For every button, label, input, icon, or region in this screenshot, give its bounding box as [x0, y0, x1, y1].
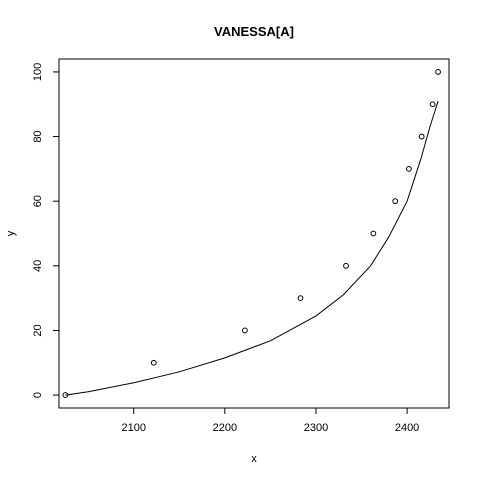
data-point — [241, 327, 248, 334]
data-point — [429, 101, 436, 108]
chart-title: VANESSA[A] — [214, 24, 294, 39]
y-tick-label: 80 — [32, 130, 44, 142]
data-point — [150, 359, 157, 366]
x-tick-label: 2400 — [395, 422, 419, 434]
y-tick-label: 0 — [32, 392, 44, 398]
y-axis-title: y — [5, 230, 17, 236]
x-tick-label: 2100 — [121, 422, 145, 434]
data-point — [392, 198, 399, 205]
data-point — [435, 69, 441, 75]
y-tick-label: 20 — [32, 324, 44, 336]
data-point — [418, 133, 425, 140]
x-tick-label: 2300 — [304, 422, 328, 434]
data-point — [370, 230, 377, 237]
fitted-curve — [65, 100, 439, 396]
x-axis: 2100 2200 2300 2400 — [121, 407, 419, 434]
x-axis-title: x — [251, 453, 257, 465]
data-point — [343, 262, 349, 269]
data-point — [297, 295, 304, 302]
data-point — [406, 165, 412, 172]
y-axis: 0 20 40 60 80 100 — [32, 63, 60, 398]
y-tick-label: 100 — [32, 63, 44, 81]
series-layer — [62, 69, 441, 398]
y-tick-label: 40 — [32, 260, 44, 272]
y-tick-label: 60 — [32, 195, 44, 207]
x-tick-label: 2200 — [213, 422, 237, 434]
